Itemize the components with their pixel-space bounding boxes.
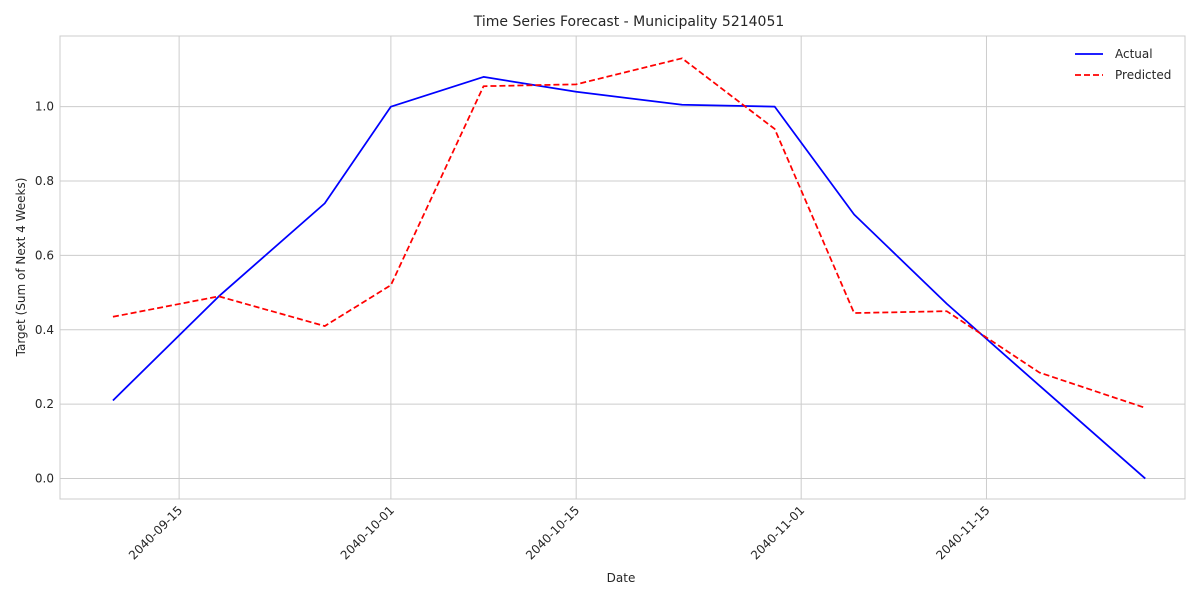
legend: Actual Predicted <box>1075 47 1171 82</box>
y-tick-label: 0.4 <box>35 323 54 337</box>
plot-frame <box>59 35 1186 500</box>
y-tick-label: 0.0 <box>35 472 54 486</box>
x-axis-label: Date <box>607 571 636 585</box>
chart-title: Time Series Forecast - Municipality 5214… <box>473 14 785 30</box>
series-line-actual <box>112 76 1146 480</box>
y-tick-label: 0.6 <box>35 248 54 262</box>
y-tick-label: 0.2 <box>35 397 54 411</box>
grid-lines <box>59 35 1186 500</box>
y-axis-label: Target (Sum of Next 4 Weeks) <box>14 178 28 358</box>
series-line-predicted <box>112 57 1146 409</box>
legend-label-predicted: Predicted <box>1115 68 1171 82</box>
y-tick-label: 1.0 <box>35 100 54 114</box>
series-layer <box>112 57 1146 480</box>
legend-label-actual: Actual <box>1115 47 1153 61</box>
y-tick-label: 0.8 <box>35 174 54 188</box>
